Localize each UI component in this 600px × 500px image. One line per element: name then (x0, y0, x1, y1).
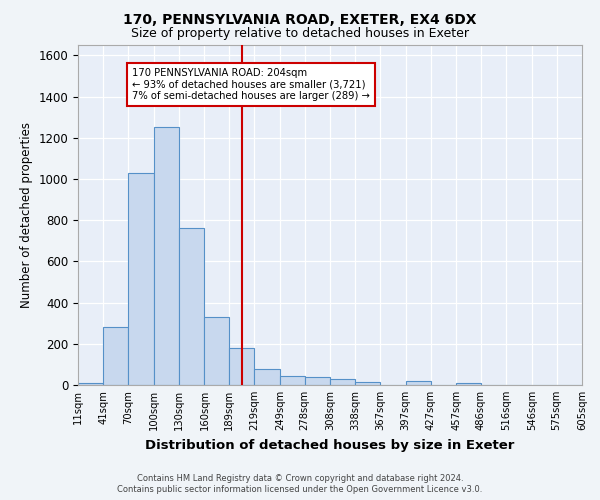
Text: Size of property relative to detached houses in Exeter: Size of property relative to detached ho… (131, 28, 469, 40)
Y-axis label: Number of detached properties: Number of detached properties (20, 122, 33, 308)
Bar (305, 377, 330, 385)
Text: 170 PENNSYLVANIA ROAD: 204sqm
← 93% of detached houses are smaller (3,721)
7% of: 170 PENNSYLVANIA ROAD: 204sqm ← 93% of d… (133, 68, 370, 101)
Bar (280, 376, 305, 385)
Bar (205, 317, 229, 385)
X-axis label: Distribution of detached houses by size in Exeter: Distribution of detached houses by size … (145, 438, 515, 452)
Bar (179, 228, 205, 385)
Bar (330, 379, 355, 385)
Bar (355, 382, 380, 385)
Bar (457, 382, 481, 385)
Bar (128, 173, 154, 385)
Text: Contains HM Land Registry data © Crown copyright and database right 2024.
Contai: Contains HM Land Registry data © Crown c… (118, 474, 482, 494)
Bar (78, 383, 103, 385)
Bar (229, 348, 254, 385)
Text: 170, PENNSYLVANIA ROAD, EXETER, EX4 6DX: 170, PENNSYLVANIA ROAD, EXETER, EX4 6DX (123, 12, 477, 26)
Bar (254, 368, 280, 385)
Bar (154, 128, 179, 385)
Bar (406, 382, 431, 385)
Bar (103, 328, 128, 385)
